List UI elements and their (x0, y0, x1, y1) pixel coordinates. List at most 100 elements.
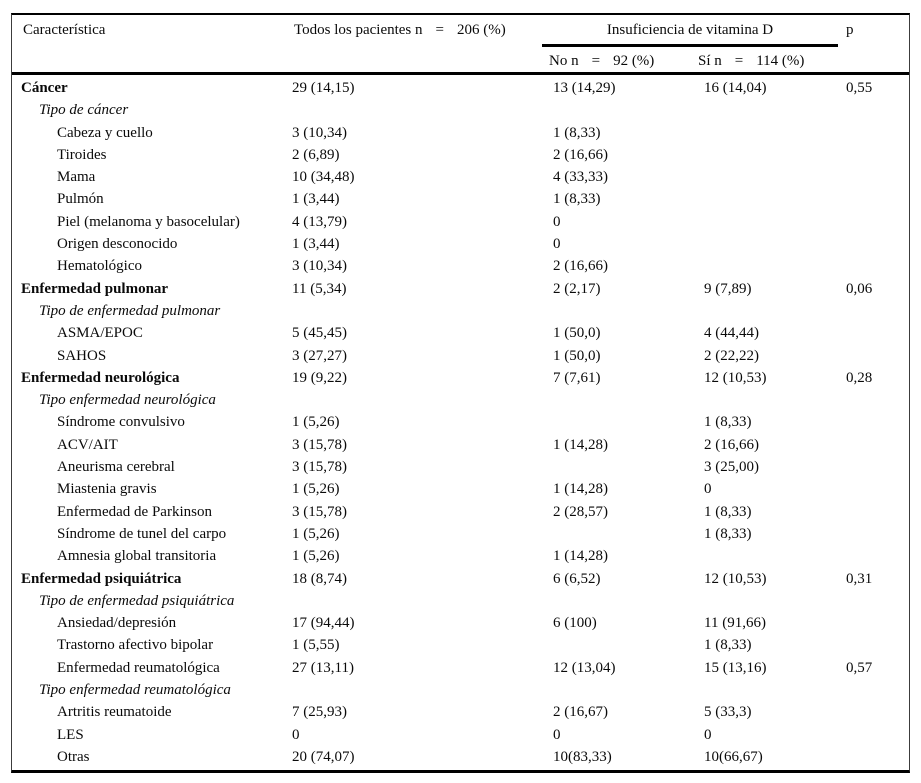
row-label: Miastenia gravis (57, 481, 157, 498)
cell-no: 6 (6,52) (553, 570, 601, 587)
table-row: Ansiedad/depresión 17 (94,44) 6 (100) 11 (9… (12, 612, 909, 634)
cell-todos: 1 (5,26) (292, 414, 340, 431)
col-header-todos: Todos los pacientes n = 206 (%) (294, 22, 506, 39)
cell-todos: 7 (25,93) (292, 704, 347, 721)
table-row: Hematológico 3 (10,34) 2 (16,66) (12, 255, 909, 277)
col-header-no-label: No n (549, 53, 579, 69)
cell-si: 0 (704, 726, 712, 743)
row-label: Tipo de enfermedad pulmonar (39, 302, 221, 319)
cell-p: 0,06 (846, 280, 873, 297)
table-row: Tipo de enfermedad psiquiátrica (12, 590, 909, 612)
cell-todos: 1 (5,26) (292, 548, 340, 565)
cell-todos: 20 (74,07) (292, 748, 355, 765)
table-row: Tiroides 2 (6,89) 2 (16,66) (12, 144, 909, 166)
cell-si: 16 (14,04) (704, 80, 767, 96)
cell-no: 2 (2,17) (553, 280, 601, 297)
vitamin-d-group-underline (542, 44, 838, 47)
row-label: Hematológico (57, 258, 142, 275)
row-label: SAHOS (57, 347, 107, 364)
col-header-vitamin-d-group: Insuficiencia de vitamina D (606, 22, 774, 38)
row-label: Origen desconocido (57, 236, 178, 253)
row-label: Cabeza y cuello (57, 124, 153, 141)
table-row: Artritis reumatoide 7 (25,93) 2 (16,67) 5 (… (12, 701, 909, 723)
table-row: ACV/AIT 3 (15,78) 1 (14,28) 2 (16,66) (12, 434, 909, 456)
cell-si: 11 (91,66) (704, 615, 766, 632)
cell-si: 1 (8,33) (704, 414, 752, 431)
table-row: Pulmón 1 (3,44) 1 (8,33) (12, 188, 909, 210)
table-frame: Característica Todos los pacientes n = 206… (11, 13, 910, 773)
table-row: Enfermedad pulmonar 11 (5,34) 2 (2,17) 9 (7… (12, 278, 909, 300)
cell-no: 2 (16,66) (553, 258, 608, 275)
cell-si: 5 (33,3) (704, 704, 752, 721)
table-row: LES 0 0 0 (12, 724, 909, 746)
cell-todos: 3 (27,27) (292, 347, 347, 364)
col-header-si-label: Sí n (698, 53, 722, 69)
cell-si: 4 (44,44) (704, 325, 759, 342)
cell-no: 2 (16,66) (553, 146, 608, 163)
cell-todos: 1 (5,26) (292, 525, 340, 542)
row-label: Tiroides (57, 146, 107, 163)
cell-no: 1 (14,28) (553, 548, 608, 565)
table-row: Aneurisma cerebral 3 (15,78) 3 (25,00) (12, 456, 909, 478)
cell-todos: 2 (6,89) (292, 146, 340, 163)
cell-no: 10(83,33) (553, 748, 612, 765)
table-row: Enfermedad reumatológica 27 (13,11) 12 (13… (12, 657, 909, 679)
cell-si: 1 (8,33) (704, 525, 752, 542)
cell-no: 0 (553, 726, 561, 743)
table-row: Amnesia global transitoria 1 (5,26) 1 (14,… (12, 545, 909, 567)
table-row: Otras 20 (74,07) 10(83,33) 10(66,67) (12, 746, 909, 768)
cell-no: 1 (8,33) (553, 191, 601, 208)
cell-si: 0 (704, 481, 712, 498)
cell-todos: 3 (15,78) (292, 503, 347, 520)
row-label: Enfermedad psiquiátrica (21, 570, 182, 587)
table-row: Enfermedad psiquiátrica 18 (8,74) 6 (6,52)… (12, 568, 909, 590)
table-row: Trastorno afectivo bipolar 1 (5,55) 1 (8,3… (12, 634, 909, 656)
cell-todos: 3 (10,34) (292, 124, 347, 141)
cell-no: 2 (16,67) (553, 704, 608, 721)
row-label: Tipo enfermedad reumatológica (39, 682, 231, 699)
table-row: Mama 10 (34,48) 4 (33,33) (12, 166, 909, 188)
row-label: Enfermedad de Parkinson (57, 503, 212, 520)
table-row: Enfermedad de Parkinson 3 (15,78) 2 (28,57… (12, 501, 909, 523)
col-header-todos-value: 206 (%) (456, 22, 506, 38)
cell-si: 1 (8,33) (704, 503, 752, 520)
cell-no: 1 (8,33) (553, 124, 601, 141)
cell-todos: 3 (15,78) (292, 436, 347, 453)
cell-si: 12 (10,53) (704, 369, 767, 386)
cell-p: 0,28 (846, 369, 873, 386)
row-label: Artritis reumatoide (57, 704, 172, 721)
row-label: Pulmón (57, 191, 104, 208)
row-label: Enfermedad reumatológica (57, 659, 220, 676)
row-label: ACV/AIT (57, 436, 118, 453)
col-header-todos-label: Todos los pacientes n (294, 22, 423, 38)
cell-no: 1 (14,28) (553, 436, 608, 453)
cell-todos: 1 (3,44) (292, 236, 340, 253)
cell-no: 1 (50,0) (553, 325, 601, 342)
col-header-no-eq: = (591, 53, 601, 69)
cell-no: 1 (14,28) (553, 481, 608, 498)
table-row: Síndrome de tunel del carpo 1 (5,26) 1 (8,… (12, 523, 909, 545)
col-header-todos-eq: = (435, 22, 444, 38)
table-row: Cabeza y cuello 3 (10,34) 1 (8,33) (12, 122, 909, 144)
table-row: Tipo enfermedad neurológica (12, 389, 909, 411)
cell-todos: 3 (15,78) (292, 459, 347, 476)
row-label: Otras (57, 748, 90, 765)
row-label: Ansiedad/depresión (57, 615, 177, 632)
col-header-si: Sí n = 114 (%) (698, 53, 804, 70)
row-label: LES (57, 726, 84, 743)
row-label: ASMA/EPOC (57, 325, 143, 342)
row-label: Cáncer (21, 80, 68, 96)
cell-p: 0,55 (846, 80, 873, 96)
cell-todos: 1 (5,26) (292, 481, 340, 498)
cell-todos: 17 (94,44) (292, 615, 355, 632)
row-label: Tipo de cáncer (39, 102, 129, 119)
cell-no: 6 (100) (553, 615, 597, 632)
cell-todos: 1 (3,44) (292, 191, 340, 208)
cell-todos: 11 (5,34) (292, 280, 347, 297)
table-row: Síndrome convulsivo 1 (5,26) 1 (8,33) (12, 411, 909, 433)
table-row: Tipo enfermedad reumatológica (12, 679, 909, 701)
table-row: Tipo de enfermedad pulmonar (12, 300, 909, 322)
row-label: Aneurisma cerebral (57, 459, 175, 476)
cell-todos: 5 (45,45) (292, 325, 347, 342)
